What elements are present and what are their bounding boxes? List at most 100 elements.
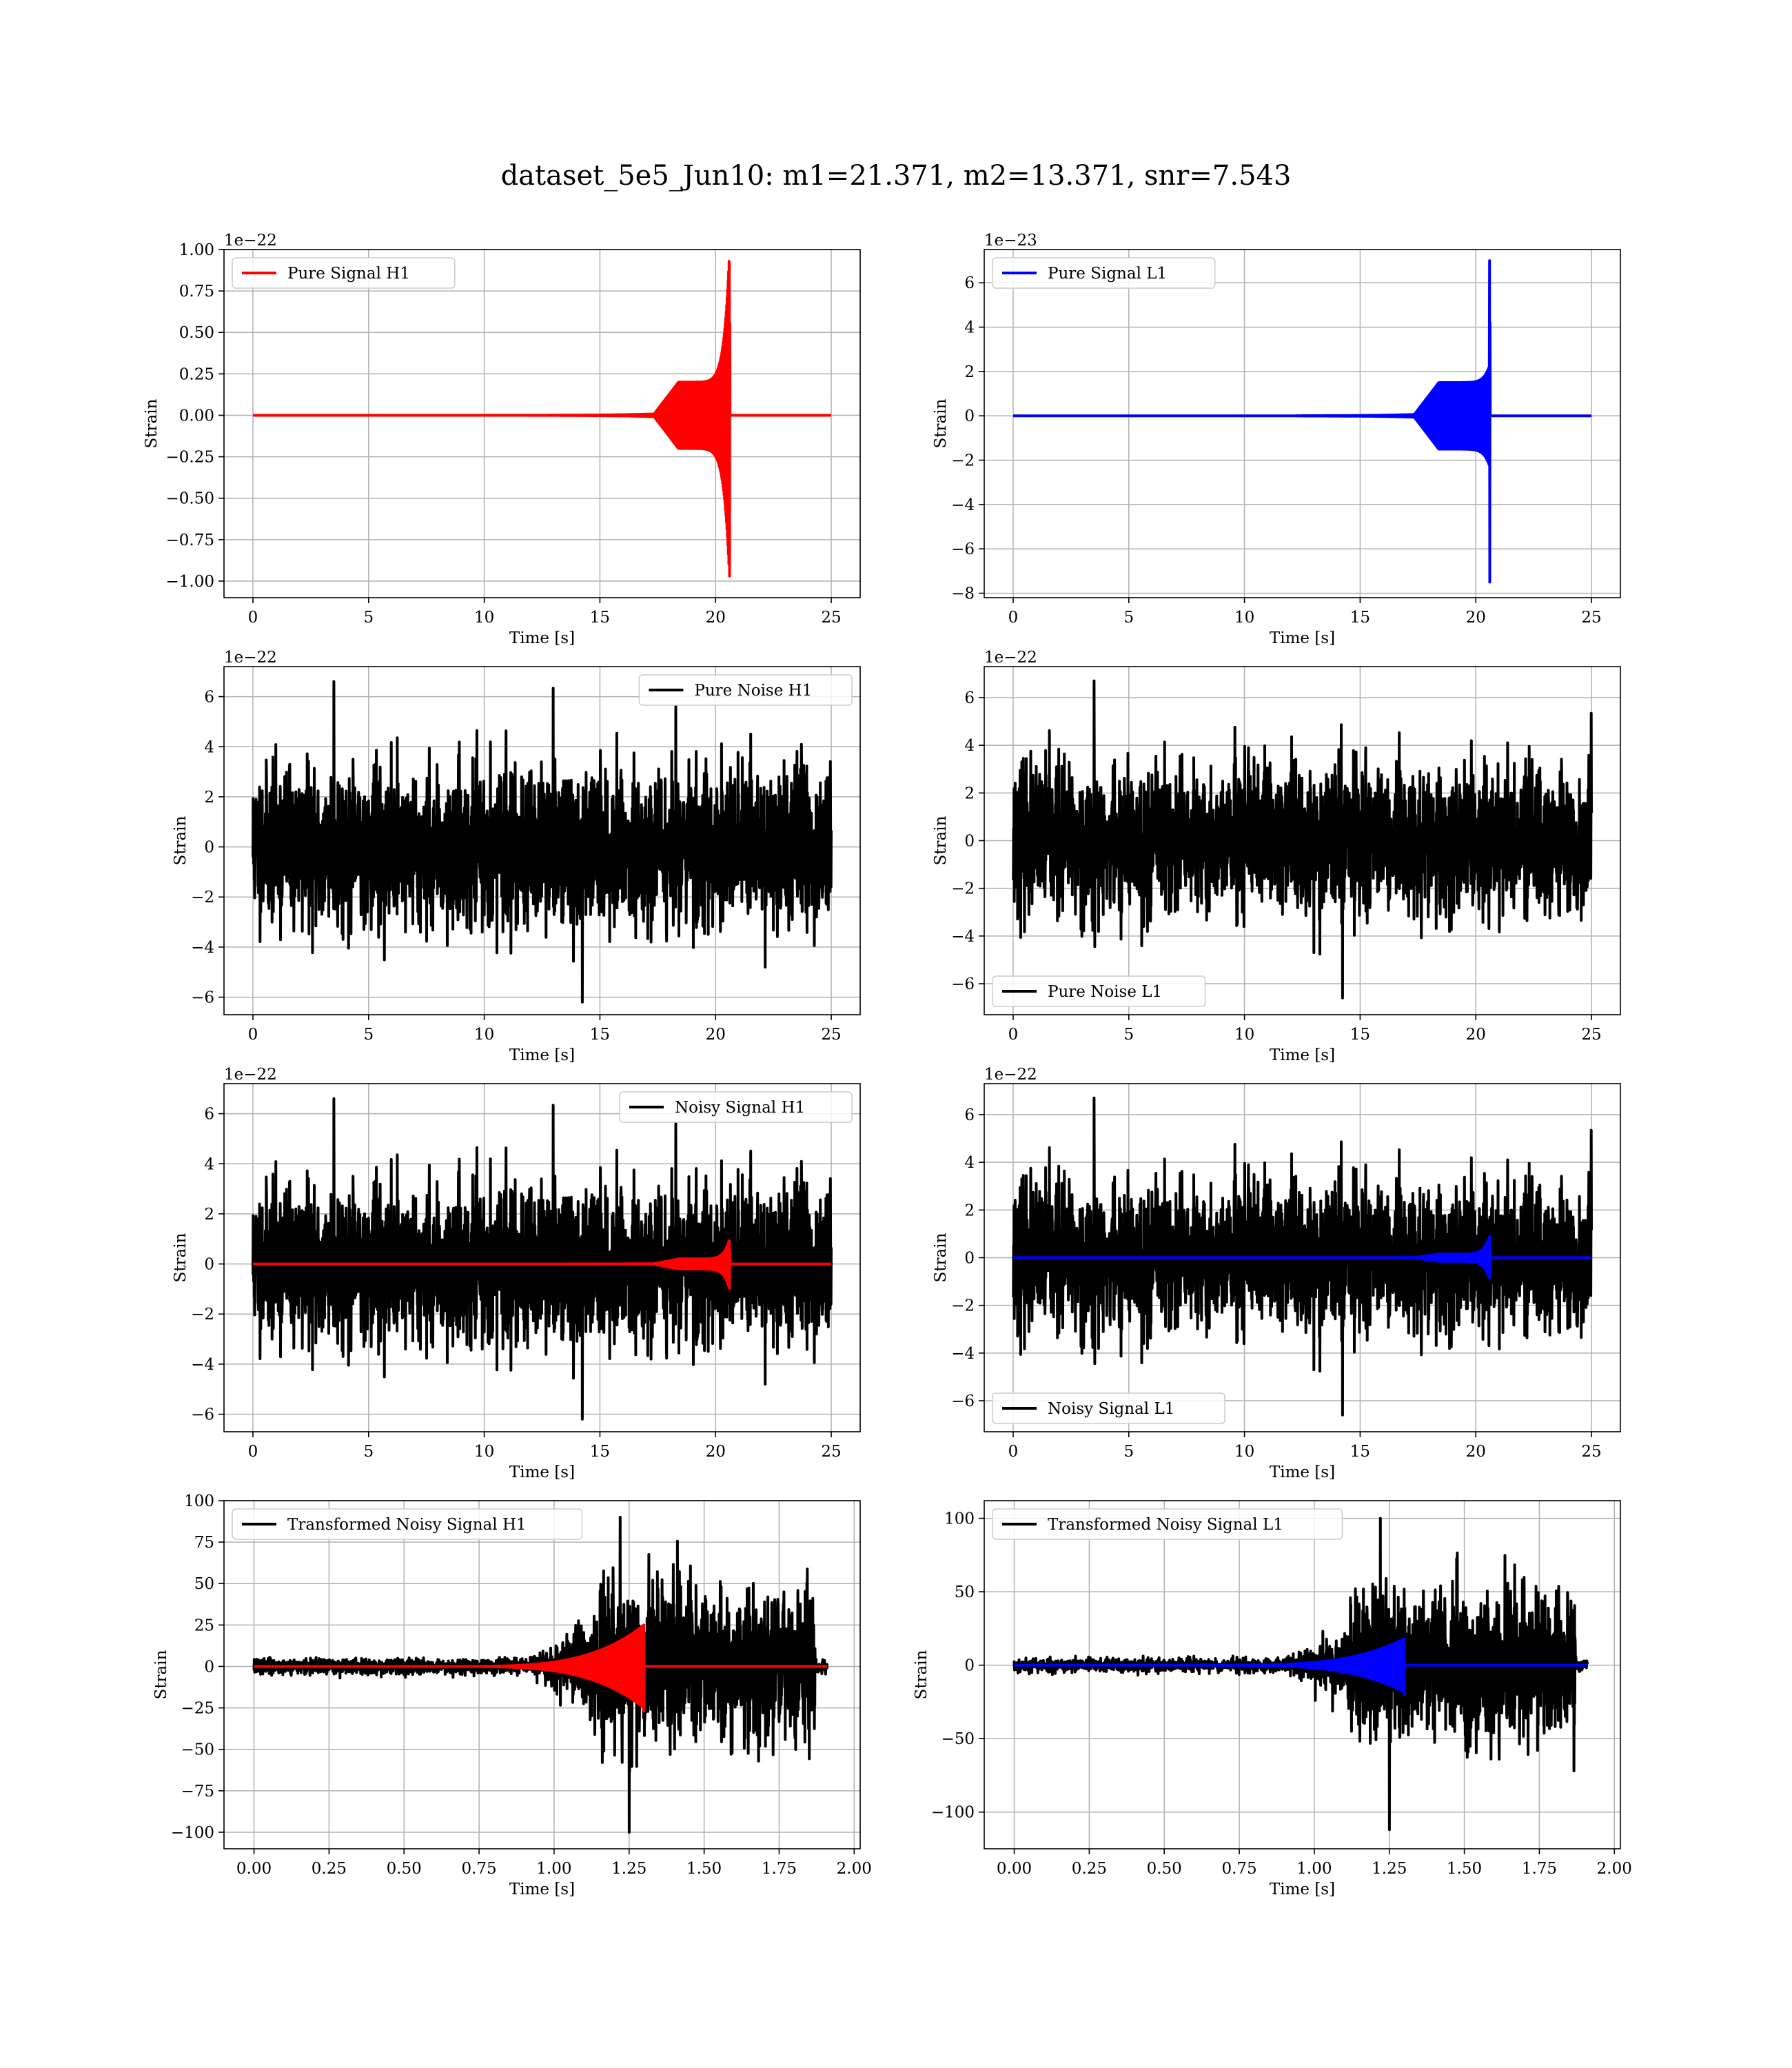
y-tick-label: 0 — [964, 407, 975, 425]
x-tick-label: 1.00 — [1296, 1860, 1332, 1878]
x-tick-label: 0.00 — [236, 1860, 272, 1878]
y-tick-label: 2 — [204, 1206, 214, 1224]
legend-box — [992, 1392, 1225, 1424]
axes-frame — [223, 666, 861, 1015]
y-tick-label: 50 — [194, 1575, 214, 1593]
x-tick-label: 15 — [1350, 1443, 1370, 1461]
x-axis-label: Time [s] — [509, 1463, 575, 1481]
y-tick-label: 4 — [204, 1155, 214, 1173]
series-line-pure-noise-h1-0 — [252, 680, 833, 1004]
legend-box — [638, 674, 853, 706]
y-tick-label: 0 — [204, 839, 214, 857]
x-tick-label: 0 — [1008, 1026, 1019, 1044]
legend-box — [619, 1091, 853, 1123]
offset-text: 1e−22 — [984, 649, 1037, 667]
legend-label: Noisy Signal L1 — [1048, 1400, 1174, 1418]
x-tick-label: 0 — [1008, 1443, 1019, 1461]
x-tick-label: 20 — [706, 609, 726, 627]
x-axis-label: Time [s] — [509, 1881, 575, 1898]
y-tick-label: −6 — [951, 1392, 975, 1410]
y-tick-label: −2 — [951, 880, 975, 898]
axes-frame — [223, 1500, 861, 1849]
y-axis-label: Strain — [172, 1233, 190, 1282]
legend-box — [992, 1508, 1343, 1540]
panel-transformed-noisy-signal-h1: 0.00 0.25 0.50 0.75 1.00 1.25 1.50 1.75 2.00 −100… — [152, 1492, 872, 1898]
x-tick-label: 0.25 — [1072, 1860, 1107, 1878]
y-tick-label: −50 — [181, 1741, 214, 1759]
legend: Transformed Noisy Signal L1 — [992, 1508, 1343, 1540]
y-tick-label: −6 — [191, 1406, 214, 1424]
x-tick-label: 10 — [474, 1443, 494, 1461]
y-tick-label: −8 — [951, 585, 975, 603]
x-tick-label: 10 — [474, 609, 494, 627]
x-axis-label: Time [s] — [1270, 1881, 1335, 1898]
legend-box — [992, 975, 1206, 1007]
x-tick-label: 25 — [1581, 1026, 1601, 1044]
y-tick-label: 4 — [964, 1154, 975, 1172]
x-tick-label: 20 — [706, 1026, 726, 1044]
panel-pure-noise-h1: 0 5 10 15 20 25 −6 −4 −2 0 2 4 6 1e−22 Time [s] Strain P… — [172, 649, 861, 1064]
x-tick-label: 15 — [1350, 1026, 1370, 1044]
legend-box — [232, 1508, 583, 1540]
y-tick-label: 0.50 — [179, 324, 214, 342]
y-tick-label: −2 — [191, 889, 214, 906]
offset-text: 1e−22 — [224, 1066, 277, 1084]
x-axis-label: Time [s] — [1270, 1463, 1335, 1481]
y-tick-label: 6 — [964, 1106, 975, 1124]
y-axis-label: Strain — [932, 398, 950, 448]
y-tick-label: −4 — [951, 928, 975, 946]
figure-title: dataset_5e5_Jun10: m1=21.371, m2=13.371,… — [501, 160, 1292, 192]
y-tick-label: −4 — [191, 939, 214, 957]
legend: Pure Signal H1 — [232, 257, 456, 289]
y-tick-label: 75 — [194, 1534, 214, 1552]
series-line-transformed-noisy-signal-l1-0 — [1012, 1517, 1589, 1832]
x-tick-label: 15 — [590, 1443, 610, 1461]
axes-frame — [223, 249, 861, 598]
offset-text: 1e−22 — [984, 1066, 1037, 1084]
y-tick-label: 0.25 — [179, 365, 214, 383]
legend: Noisy Signal L1 — [992, 1392, 1225, 1424]
x-tick-label: 5 — [363, 1443, 374, 1461]
x-tick-label: 1.25 — [611, 1860, 646, 1878]
x-tick-label: 20 — [1466, 1026, 1486, 1044]
series-line-noisy-signal-l1-0 — [1012, 1096, 1593, 1417]
x-tick-label: 10 — [1234, 609, 1254, 627]
panel-noisy-signal-l1: 0 5 10 15 20 25 −6 −4 −2 0 2 4 6 1e−22 Time [s] Strain N… — [932, 1066, 1621, 1481]
x-tick-label: 2.00 — [1597, 1860, 1632, 1878]
axes-frame — [223, 1083, 861, 1432]
series-line-noisy-signal-h1-0 — [252, 1097, 833, 1421]
y-tick-label: −4 — [191, 1356, 214, 1374]
offset-text: 1e−22 — [224, 232, 277, 250]
panel-pure-noise-l1: 0 5 10 15 20 25 −6 −4 −2 0 2 4 6 1e−22 Time [s] Strain P… — [932, 649, 1621, 1064]
y-tick-label: −2 — [191, 1306, 214, 1324]
y-tick-label: −0.50 — [166, 490, 214, 508]
y-tick-label: 2 — [204, 789, 214, 807]
x-tick-label: 1.75 — [762, 1860, 797, 1878]
axes-frame — [984, 1500, 1621, 1849]
y-tick-label: 0.00 — [179, 407, 214, 425]
legend-box — [232, 257, 456, 289]
x-tick-label: 0.75 — [1221, 1860, 1256, 1878]
x-tick-label: 10 — [1234, 1443, 1254, 1461]
y-tick-label: 100 — [944, 1510, 975, 1528]
y-axis-label: Strain — [143, 398, 161, 448]
y-tick-label: −100 — [171, 1824, 214, 1842]
x-tick-label: 25 — [1581, 609, 1601, 627]
y-tick-label: 4 — [204, 738, 214, 756]
y-tick-label: −6 — [951, 975, 975, 993]
x-tick-label: 10 — [474, 1026, 494, 1044]
series-line-transformed-noisy-signal-h1-1 — [253, 1623, 828, 1713]
y-tick-label: 6 — [964, 689, 975, 707]
x-tick-label: 0.50 — [387, 1860, 422, 1878]
y-tick-label: −6 — [191, 989, 214, 1007]
y-axis-label: Strain — [932, 1233, 950, 1282]
x-tick-label: 0 — [248, 1443, 258, 1461]
panel-pure-signal-h1: 0 5 10 15 20 25 −1.00 −0.75 −0.50 −0.25 0.00 0.25 0.… — [143, 232, 861, 647]
x-axis-label: Time [s] — [509, 1046, 575, 1064]
x-tick-label: 5 — [363, 609, 374, 627]
x-tick-label: 15 — [590, 1026, 610, 1044]
x-tick-label: 1.25 — [1372, 1860, 1407, 1878]
legend: Pure Noise H1 — [638, 674, 853, 706]
y-axis-label: Strain — [913, 1650, 930, 1699]
x-tick-label: 5 — [1123, 1443, 1134, 1461]
